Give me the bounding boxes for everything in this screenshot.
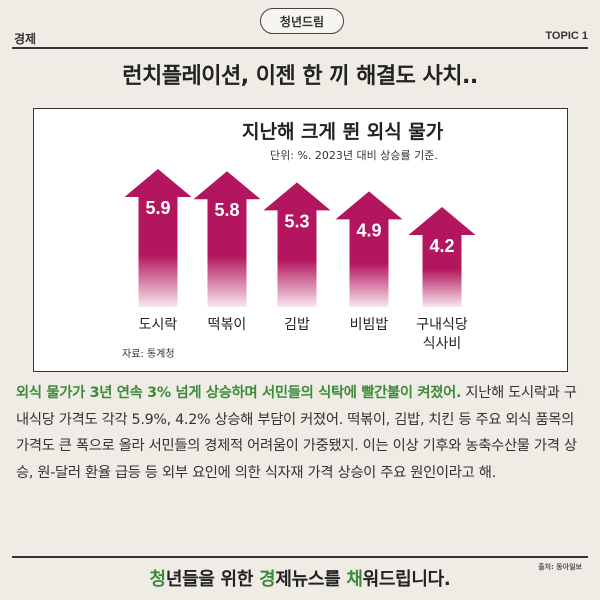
header-rule: [12, 47, 588, 49]
footer-part: 제뉴스를: [275, 569, 347, 590]
chart-title: 지난해 크게 뛴 외식 물가: [242, 121, 444, 143]
source-credit: 출처: 동아일보: [538, 563, 582, 571]
brand-badge: 청년드림: [260, 8, 344, 34]
headline: 런치플레이션, 이젠 한 끼 해결도 사치..: [122, 64, 478, 89]
data-label: 5.3: [284, 211, 309, 231]
chart-source: 자료: 통계청: [122, 349, 175, 360]
category-label: 도시락: [139, 317, 178, 333]
bar-arrow: [335, 191, 403, 307]
category-label: 김밥: [284, 317, 310, 333]
article-lead: 외식 물가가 3년 연속 3% 넘게 상승하며 서민들의 식탁에 빨간불이 켜졌…: [16, 385, 462, 401]
footer-part: 청: [149, 569, 167, 590]
category-label: 식사비: [423, 336, 462, 352]
data-label: 5.8: [214, 200, 239, 220]
data-label: 4.9: [356, 220, 381, 240]
footer-part: 채: [346, 569, 363, 590]
section-label: 경제: [14, 32, 37, 46]
bar-arrow: [124, 169, 192, 307]
footer-part: 년들을 위한: [165, 569, 260, 590]
article-body: 외식 물가가 3년 연속 3% 넘게 상승하며 서민들의 식탁에 빨간불이 켜졌…: [16, 380, 586, 486]
footer-part: 워드립니다.: [362, 569, 451, 590]
footer-part: 경: [259, 569, 276, 590]
category-label: 비빔밥: [350, 317, 389, 333]
chart-card: 지난해 크게 뛴 외식 물가 단위: %. 2023년 대비 상승률 기준. 5…: [33, 108, 568, 372]
category-label: 구내식당: [416, 317, 468, 333]
bar-arrow: [408, 207, 476, 307]
article-text: 지난해 도시락과 구내식당 가격도 각각 5.9%, 4.2% 상승해 부담이 …: [16, 385, 577, 481]
bar-arrow: [193, 171, 261, 307]
footer-rule: [12, 556, 588, 558]
chart-subtitle: 단위: %. 2023년 대비 상승률 기준.: [270, 149, 438, 162]
category-label: 떡볶이: [208, 317, 247, 333]
bar-arrow: [263, 182, 331, 307]
data-label: 5.9: [145, 198, 170, 218]
data-label: 4.2: [429, 236, 454, 256]
topic-label: TOPIC 1: [545, 30, 588, 42]
footer-tagline: 청년들을 위한 경제뉴스를 채워드립니다.: [0, 565, 600, 591]
